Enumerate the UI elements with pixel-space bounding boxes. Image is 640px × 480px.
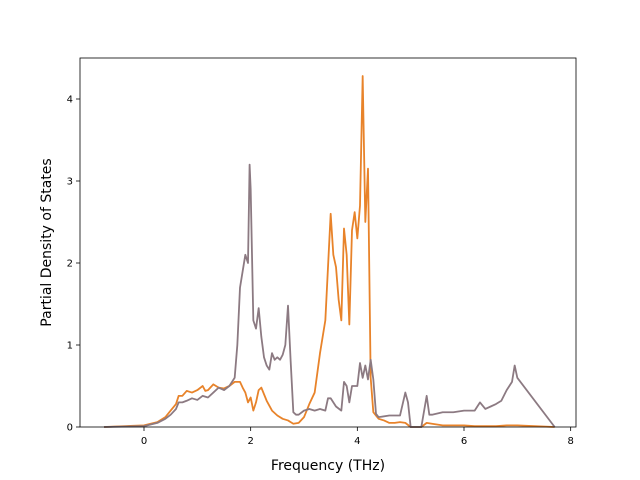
series-line-1 <box>103 75 555 428</box>
y-tick-label: 1 <box>67 341 73 352</box>
series-line-2 <box>103 163 556 428</box>
y-tick-label: 4 <box>67 95 73 106</box>
y-tick-label: 3 <box>67 177 73 188</box>
y-axis-label: Partial Density of States <box>39 158 55 326</box>
x-tick-label: 8 <box>567 436 573 447</box>
y-tick-label: 0 <box>67 423 73 434</box>
x-tick-label: 6 <box>461 436 467 447</box>
x-axis-label: Frequency (THz) <box>271 458 385 474</box>
x-tick-label: 4 <box>354 436 360 447</box>
plot-frame <box>79 57 577 428</box>
x-tick-label: 2 <box>247 436 253 447</box>
x-tick-label: 0 <box>141 436 147 447</box>
x-axis: 0 2 4 6 8 <box>141 427 574 447</box>
y-tick-label: 2 <box>67 259 73 270</box>
y-axis: 0 1 2 3 4 <box>67 95 80 434</box>
plot-lines <box>103 75 556 428</box>
